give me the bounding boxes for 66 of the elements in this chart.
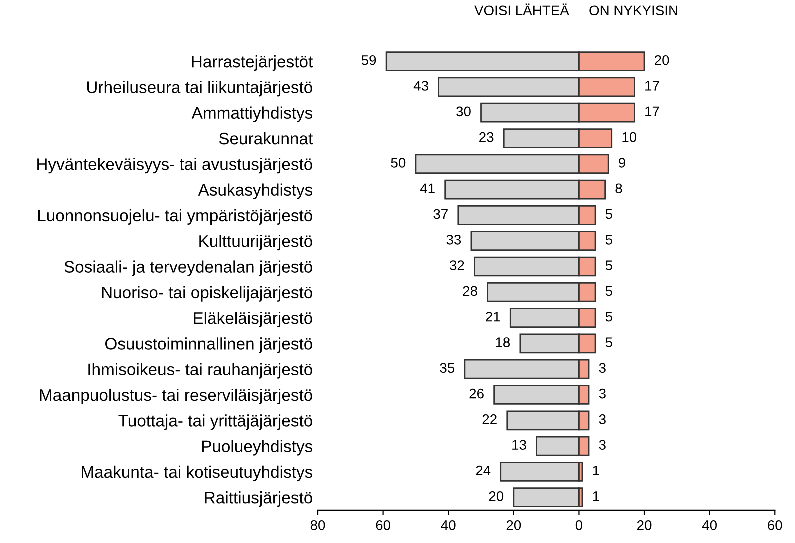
data-label: 35 <box>440 363 455 374</box>
y-tick-label: Ihmisoikeus- tai rauhanjärjestö <box>88 363 312 379</box>
data-label: 23 <box>480 132 494 142</box>
data-label: 5 <box>606 235 612 245</box>
x-tick-label: 40 <box>702 520 718 530</box>
data-label: 20 <box>489 491 504 502</box>
data-label: 1 <box>593 492 600 502</box>
y-tick-label: Osuustoiminnallinen järjestö <box>106 338 312 354</box>
y-tick-label: Luonnonsuojelu- tai ympäristöjärjestö <box>38 209 312 225</box>
y-tick-label: Asukasyhdistys <box>198 184 313 200</box>
y-tick-label: Kulttuurijärjestö <box>200 235 312 251</box>
y-tick-label: Eläkeläisjärjestö <box>194 312 312 328</box>
data-label: 5 <box>606 338 612 348</box>
data-label: 3 <box>599 363 606 374</box>
data-label: 9 <box>619 158 626 168</box>
data-label: 59 <box>362 55 376 66</box>
data-label: 5 <box>606 312 612 322</box>
y-tick-label: Harrastejärjestöt <box>192 56 314 72</box>
data-label: 3 <box>599 440 606 450</box>
data-label: 3 <box>599 388 606 399</box>
data-label: 5 <box>606 286 612 296</box>
data-label: 3 <box>599 414 606 424</box>
data-label: 22 <box>482 414 497 424</box>
data-label: 37 <box>434 209 448 220</box>
data-label: 17 <box>646 81 660 91</box>
y-tick-label: Raittiusjärjestö <box>205 492 312 508</box>
data-label: 43 <box>414 81 428 91</box>
x-tick-label: 60 <box>376 520 390 530</box>
x-tick-label: 80 <box>310 520 326 530</box>
text: ON NYKYISIN <box>590 6 678 16</box>
x-tick-label: 60 <box>768 520 782 530</box>
data-label: 17 <box>646 106 660 116</box>
y-tick-label: Tuottaja- tai yrittäjäjärjestö <box>118 414 312 430</box>
data-label: 50 <box>391 158 406 168</box>
data-label: 8 <box>616 184 622 194</box>
data-label: 24 <box>476 466 491 476</box>
y-tick-label: Ammattiyhdistys <box>192 106 313 122</box>
y-tick-label: Seurakunnat <box>219 132 314 145</box>
data-label: 21 <box>486 312 500 322</box>
y-tick-label: Sosiaali- ja terveydenalan järjestö <box>64 260 312 276</box>
y-tick-label: Maanpuolustus- tai reserviläisjärjestö <box>40 388 312 404</box>
data-label: 28 <box>463 286 478 296</box>
data-label: 5 <box>606 209 612 220</box>
x-tick-label: 0 <box>576 520 583 530</box>
x-tick-label: 20 <box>637 520 652 530</box>
data-label: 20 <box>655 55 670 66</box>
data-label: 32 <box>450 260 464 270</box>
bar <box>513 488 580 508</box>
y-tick-label: Puolueyhdistys <box>202 440 313 456</box>
x-tick-label: 40 <box>441 520 456 530</box>
y-tick-label: Hyväntekeväisyys- tai avustusjärjestö <box>38 158 312 174</box>
data-label: 1 <box>593 466 600 476</box>
data-label: 18 <box>496 338 510 348</box>
data-label: 41 <box>420 184 435 194</box>
data-label: 26 <box>470 388 484 399</box>
data-label: 33 <box>446 234 462 245</box>
data-label: 10 <box>622 132 637 142</box>
data-label: 5 <box>606 260 612 270</box>
y-tick-label: Maakunta- tai kotiseutuyhdistys <box>82 466 313 482</box>
bar <box>500 462 580 482</box>
data-label: 30 <box>456 106 471 117</box>
text: VOISI LÄHTEÄ <box>474 4 570 16</box>
x-tick-label: 20 <box>506 520 522 530</box>
y-tick-label: Urheiluseura tai liikuntajärjestö <box>87 81 312 97</box>
y-tick-label: Nuoriso- tai opiskelijajärjestö <box>102 286 312 302</box>
data-label: 13 <box>512 440 526 450</box>
